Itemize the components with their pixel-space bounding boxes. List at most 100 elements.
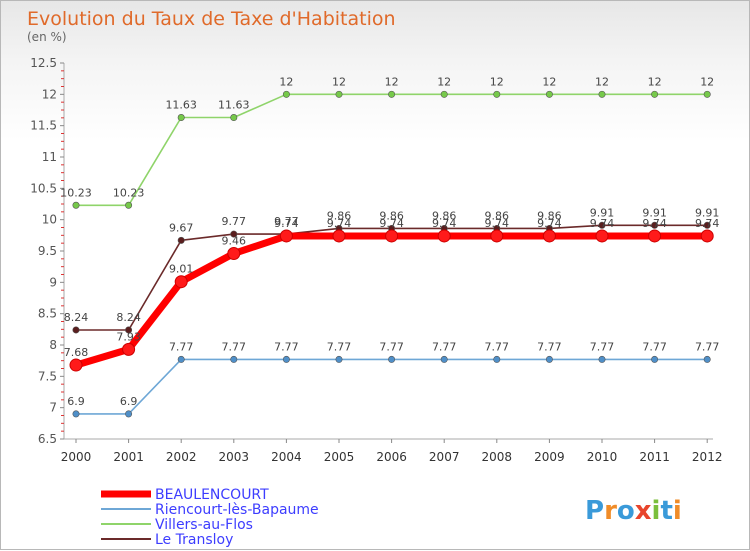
data-label-riencourt-les-bapaume: 7.77	[537, 340, 562, 353]
data-label-villers-au-flos: 12	[332, 75, 346, 88]
data-point-villers-au-flos	[598, 90, 606, 98]
data-point-riencourt-les-bapaume	[282, 355, 290, 363]
series-layer	[69, 90, 714, 418]
y-tick-label: 10.5	[30, 181, 57, 195]
data-point-beaulencourt	[385, 229, 399, 243]
x-tick-label: 2005	[324, 450, 355, 464]
x-tick-label: 2011	[639, 450, 670, 464]
data-label-beaulencourt: 9.74	[590, 217, 615, 230]
data-point-riencourt-les-bapaume	[177, 355, 185, 363]
data-point-beaulencourt	[332, 229, 346, 243]
data-label-beaulencourt: 9.46	[222, 235, 247, 248]
data-label-beaulencourt: 9.74	[379, 217, 404, 230]
data-label-le-transloy: 8.24	[64, 311, 89, 324]
logo-letter: x	[635, 496, 652, 526]
data-point-beaulencourt	[69, 358, 83, 372]
logo-letter: t	[660, 496, 672, 526]
logo-letter: r	[604, 496, 617, 526]
data-label-le-transloy: 9.86	[327, 209, 352, 222]
data-label-villers-au-flos: 10.23	[113, 186, 145, 199]
data-label-beaulencourt: 9.01	[169, 263, 194, 276]
data-labels-layer: 10.23 10.23 11.63 11.63 12 12 12 12 12 12 12 12 12 6.…	[60, 75, 719, 408]
data-point-riencourt-les-bapaume	[651, 355, 659, 363]
data-point-le-transloy	[703, 221, 711, 229]
data-label-beaulencourt: 7.68	[64, 346, 89, 359]
logo-letter: P	[585, 496, 604, 526]
y-tick-label: 9.5	[38, 244, 57, 258]
data-point-beaulencourt	[174, 275, 188, 289]
logo-text: Proxiti	[585, 496, 682, 526]
data-point-le-transloy	[651, 221, 659, 229]
data-label-beaulencourt: 7.93	[116, 330, 141, 343]
data-point-villers-au-flos	[651, 90, 659, 98]
y-tick-label: 8.5	[38, 307, 57, 321]
data-label-le-transloy: 9.77	[222, 215, 247, 228]
data-point-riencourt-les-bapaume	[493, 355, 501, 363]
y-tick-label: 8	[49, 338, 57, 352]
data-label-villers-au-flos: 12	[279, 75, 293, 88]
data-label-villers-au-flos: 12	[385, 75, 399, 88]
data-point-villers-au-flos	[72, 201, 80, 209]
data-point-riencourt-les-bapaume	[440, 355, 448, 363]
data-point-villers-au-flos	[177, 114, 185, 122]
data-point-beaulencourt	[122, 342, 136, 356]
data-point-beaulencourt	[437, 229, 451, 243]
logo-letter: i	[652, 496, 661, 526]
data-label-le-transloy: 9.91	[642, 206, 667, 219]
data-label-le-transloy: 9.86	[432, 209, 457, 222]
x-tick-label: 2010	[587, 450, 618, 464]
series-line-riencourt-les-bapaume	[76, 358, 708, 415]
data-label-beaulencourt: 9.74	[642, 217, 667, 230]
x-tick-label: 2012	[692, 450, 723, 464]
x-tick-label: 2001	[113, 450, 144, 464]
x-tick-label: 2000	[61, 450, 92, 464]
data-label-riencourt-les-bapaume: 6.9	[67, 395, 85, 408]
data-point-le-transloy	[177, 236, 185, 244]
data-label-beaulencourt: 9.74	[274, 217, 299, 230]
data-point-villers-au-flos	[125, 201, 133, 209]
data-point-villers-au-flos	[703, 90, 711, 98]
data-label-beaulencourt: 9.74	[537, 217, 562, 230]
x-tick-label: 2004	[271, 450, 302, 464]
data-point-riencourt-les-bapaume	[335, 355, 343, 363]
legend-entry: Villers-au-Flos	[155, 517, 253, 533]
y-tick-label: 9	[49, 275, 57, 289]
x-tick-label: 2009	[534, 450, 565, 464]
axes: 6.5 7 7.5 8 8.5 9 9.5 10 10.5 11 11.5 12 12.5 2000 200…	[30, 56, 722, 464]
y-tick-label: 7	[49, 401, 57, 415]
data-label-beaulencourt: 9.74	[432, 217, 457, 230]
data-point-le-transloy	[72, 326, 80, 334]
y-tick-label: 11.5	[30, 119, 57, 133]
legend: BEAULENCOURTRiencourt-lès-BapaumeVillers…	[101, 487, 319, 548]
data-point-beaulencourt	[227, 247, 241, 261]
data-label-villers-au-flos: 11.63	[165, 99, 197, 112]
data-point-le-transloy	[125, 326, 133, 334]
x-tick-label: 2007	[429, 450, 460, 464]
data-label-le-transloy: 9.77	[274, 215, 299, 228]
data-point-beaulencourt	[700, 229, 714, 243]
data-label-riencourt-les-bapaume: 7.77	[274, 340, 299, 353]
data-label-beaulencourt: 9.74	[695, 217, 720, 230]
data-label-riencourt-les-bapaume: 7.77	[222, 340, 247, 353]
data-point-le-transloy	[230, 230, 238, 238]
data-point-villers-au-flos	[493, 90, 501, 98]
data-point-villers-au-flos	[440, 90, 448, 98]
data-point-beaulencourt	[648, 229, 662, 243]
data-point-riencourt-les-bapaume	[72, 410, 80, 418]
data-label-riencourt-les-bapaume: 7.77	[169, 340, 194, 353]
data-label-le-transloy: 9.86	[379, 209, 404, 222]
x-tick-label: 2002	[166, 450, 197, 464]
chart-title: Evolution du Taux de Taxe d'Habitation	[27, 8, 396, 30]
y-tick-label: 7.5	[38, 369, 57, 383]
data-point-riencourt-les-bapaume	[125, 410, 133, 418]
data-point-beaulencourt	[595, 229, 609, 243]
y-tick-label: 10	[42, 213, 57, 227]
x-tick-label: 2006	[376, 450, 407, 464]
data-point-villers-au-flos	[545, 90, 553, 98]
data-label-riencourt-les-bapaume: 7.77	[379, 340, 404, 353]
data-label-le-transloy: 9.86	[537, 209, 562, 222]
data-label-villers-au-flos: 12	[700, 75, 714, 88]
y-tick-label: 6.5	[38, 432, 57, 446]
x-tick-label: 2008	[482, 450, 513, 464]
data-point-riencourt-les-bapaume	[703, 355, 711, 363]
